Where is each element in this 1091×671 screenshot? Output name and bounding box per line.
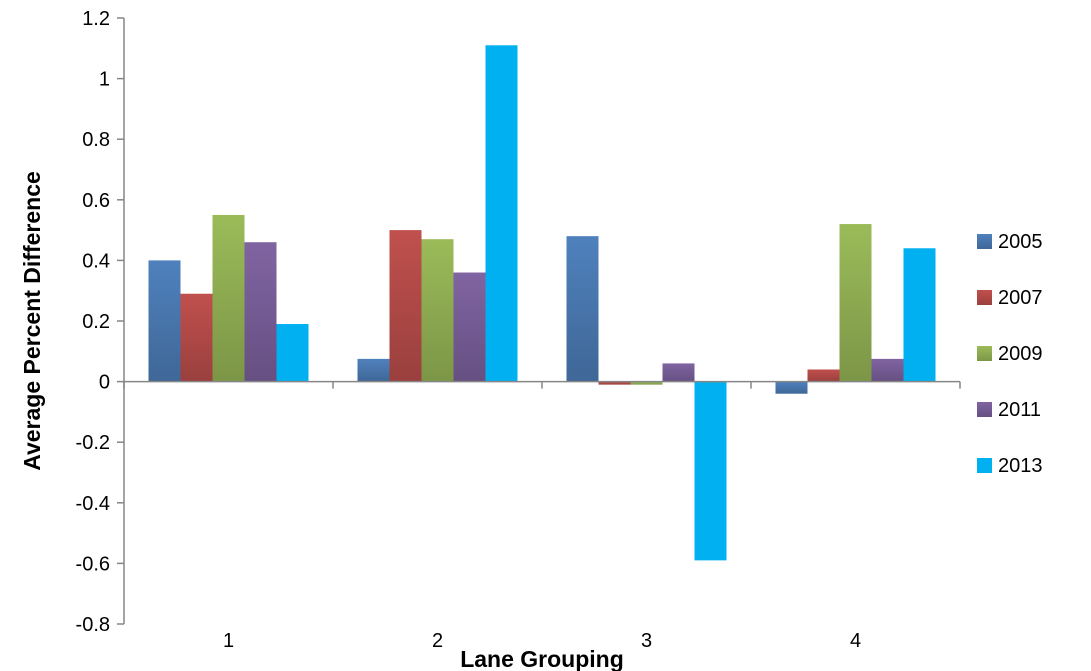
bar-2013-cat-4 xyxy=(903,248,936,382)
x-tick-label: 3 xyxy=(641,630,652,652)
legend-label-2005: 2005 xyxy=(998,231,1043,253)
bar-2013-cat-2 xyxy=(485,45,518,382)
legend-swatch-2009 xyxy=(977,346,992,361)
bar-2007-cat-3 xyxy=(598,381,631,385)
legend-label-2007: 2007 xyxy=(998,287,1043,309)
legend-swatch-2011 xyxy=(977,402,992,417)
y-tick-label: 0.6 xyxy=(82,190,110,212)
bar-2011-cat-2 xyxy=(453,272,486,382)
bar-2005-cat-2 xyxy=(357,358,390,382)
y-axis-title: Average Percent Difference xyxy=(19,171,45,471)
y-tick-label: -0.6 xyxy=(76,553,110,575)
x-tick-label: 4 xyxy=(850,630,861,652)
y-tick-label: -0.4 xyxy=(76,493,110,515)
legend: 2005 2007 2009 2011 2013 xyxy=(977,231,1043,477)
y-tick-label: 0 xyxy=(99,372,110,394)
bar-2013-cat-1 xyxy=(276,324,309,382)
bar-2007-cat-1 xyxy=(180,293,213,382)
y-tick-label: 1 xyxy=(99,69,110,91)
x-axis: 1 2 3 4 xyxy=(123,381,961,652)
bar-2009-cat-2 xyxy=(421,239,454,382)
x-tick-label: 2 xyxy=(432,630,443,652)
bar-2007-cat-2 xyxy=(389,230,422,382)
bar-2013-cat-3 xyxy=(694,381,727,561)
bar-2005-cat-1 xyxy=(148,260,181,382)
legend-swatch-2007 xyxy=(977,290,992,305)
y-tick-label: 0.8 xyxy=(82,129,110,151)
bar-2005-cat-3 xyxy=(566,236,599,382)
bars-group xyxy=(148,45,936,561)
legend-swatch-2013 xyxy=(977,458,992,473)
bar-2005-cat-4 xyxy=(775,381,808,394)
legend-swatch-2005 xyxy=(977,234,992,249)
plot-area: 1.2 1 0.8 0.6 0.4 0.2 0 -0.2 -0.4 -0.6 -0.8 1 2 3 4 xyxy=(76,8,961,652)
y-tick-label: -0.8 xyxy=(76,614,110,636)
y-tick-label: -0.2 xyxy=(76,432,110,454)
y-tick-label: 0.4 xyxy=(82,250,110,272)
bar-2007-cat-4 xyxy=(807,369,840,382)
x-tick-label: 1 xyxy=(223,630,234,652)
y-tick-label: 1.2 xyxy=(82,8,110,30)
bar-2011-cat-4 xyxy=(871,358,904,382)
bar-2009-cat-4 xyxy=(839,224,872,382)
legend-label-2011: 2011 xyxy=(998,399,1041,421)
legend-label-2009: 2009 xyxy=(998,343,1043,365)
bar-2009-cat-3 xyxy=(630,381,663,385)
bar-2011-cat-1 xyxy=(244,242,277,382)
x-axis-title: Lane Grouping xyxy=(460,646,624,671)
bar-2009-cat-1 xyxy=(212,214,245,382)
y-tick-label: 0.2 xyxy=(82,311,110,333)
y-axis: 1.2 1 0.8 0.6 0.4 0.2 0 -0.2 -0.4 -0.6 -0.8 xyxy=(76,8,124,636)
legend-label-2013: 2013 xyxy=(998,455,1043,477)
bar-2011-cat-3 xyxy=(662,363,695,382)
